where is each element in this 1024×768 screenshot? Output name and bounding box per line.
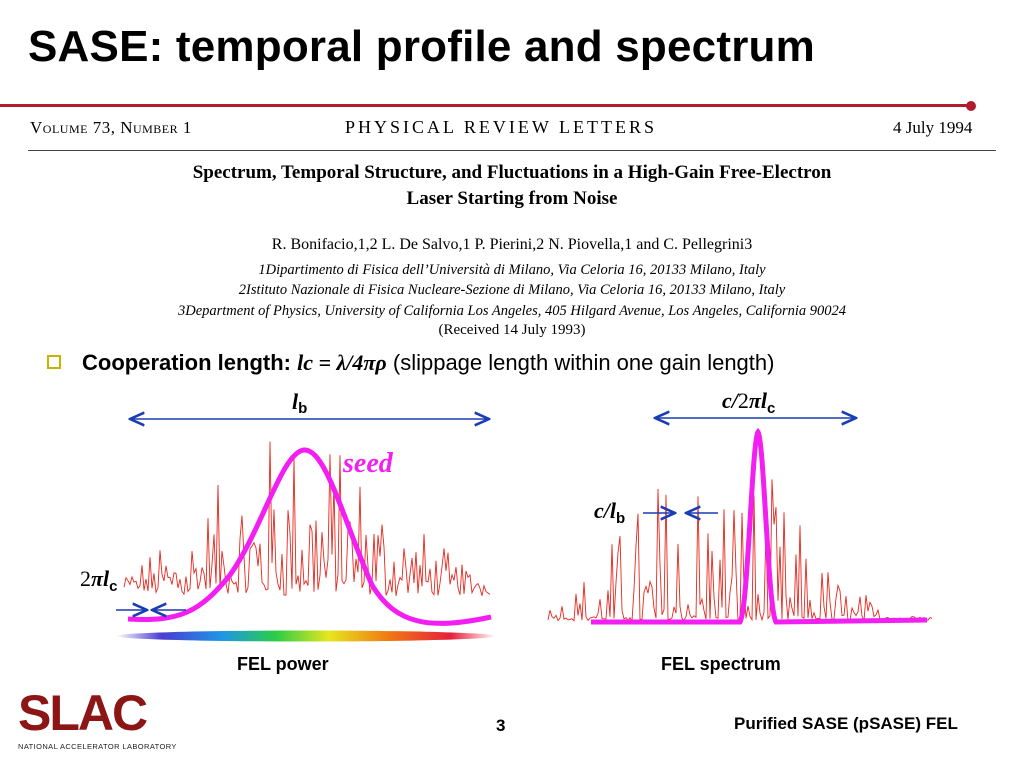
title-rule (0, 104, 972, 107)
wavelength-rainbow-bar (116, 630, 496, 642)
paper-title-line1: Spectrum, Temporal Structure, and Fluctu… (192, 162, 832, 183)
bullet-text: Cooperation length: lc = λ/4πρ (slippage… (82, 350, 774, 376)
bullet-label: Cooperation length: (82, 350, 291, 375)
page-number: 3 (496, 716, 506, 735)
paper-received-date: (Received 14 July 1993) (438, 322, 586, 338)
journal-volume: Volume 73, Number 1 (30, 118, 192, 137)
slac-logo: SLAC (18, 688, 149, 738)
c2pilc-label: c/2πlc (722, 388, 775, 417)
fel-power-caption: FEL power (237, 654, 329, 674)
clb-label: c/lb (594, 498, 625, 527)
paper-title-line2: Laser Starting from Noise (406, 188, 618, 209)
svg-text:SLAC: SLAC (18, 688, 147, 738)
slide-title: SASE: temporal profile and spectrum (28, 22, 815, 71)
lb-label: lb (292, 389, 307, 417)
footer-title: Purified SASE (pSASE) FEL (734, 714, 958, 733)
paper-affiliation-2: 2Istituto Nazionale di Fisica Nucleare-S… (238, 282, 786, 298)
2pilc-label: 2πlc (80, 566, 117, 595)
paper-title: Spectrum, Temporal Structure, and Fluctu… (0, 160, 1024, 212)
paper-authors: R. Bonifacio,1,2 L. De Salvo,1 P. Pierin… (271, 236, 753, 253)
title-rule-dot (966, 101, 976, 111)
seed-spectrum-curve (591, 427, 928, 625)
slac-logo-subtitle: NATIONAL ACCELERATOR LABORATORY (18, 742, 177, 751)
seed-label: seed (342, 448, 394, 479)
journal-date: 4 July 1994 (893, 118, 973, 137)
journal-rule (28, 150, 996, 151)
journal-name: PHYSICAL REVIEW LETTERS (345, 117, 657, 137)
fel-power-noise-trace (123, 441, 491, 596)
fel-spectrum-caption: FEL spectrum (661, 654, 781, 674)
paper-affiliation-1: 1Dipartimento di Fisica dell’Università … (258, 262, 766, 278)
bullet-description: (slippage length within one gain length) (392, 350, 775, 375)
bullet-checkbox-icon (47, 355, 61, 369)
bullet-formula: lc = λ/4πρ (297, 350, 387, 375)
seed-pulse-curve (127, 447, 492, 626)
paper-affiliation-3: 3Department of Physics, University of Ca… (177, 303, 847, 319)
